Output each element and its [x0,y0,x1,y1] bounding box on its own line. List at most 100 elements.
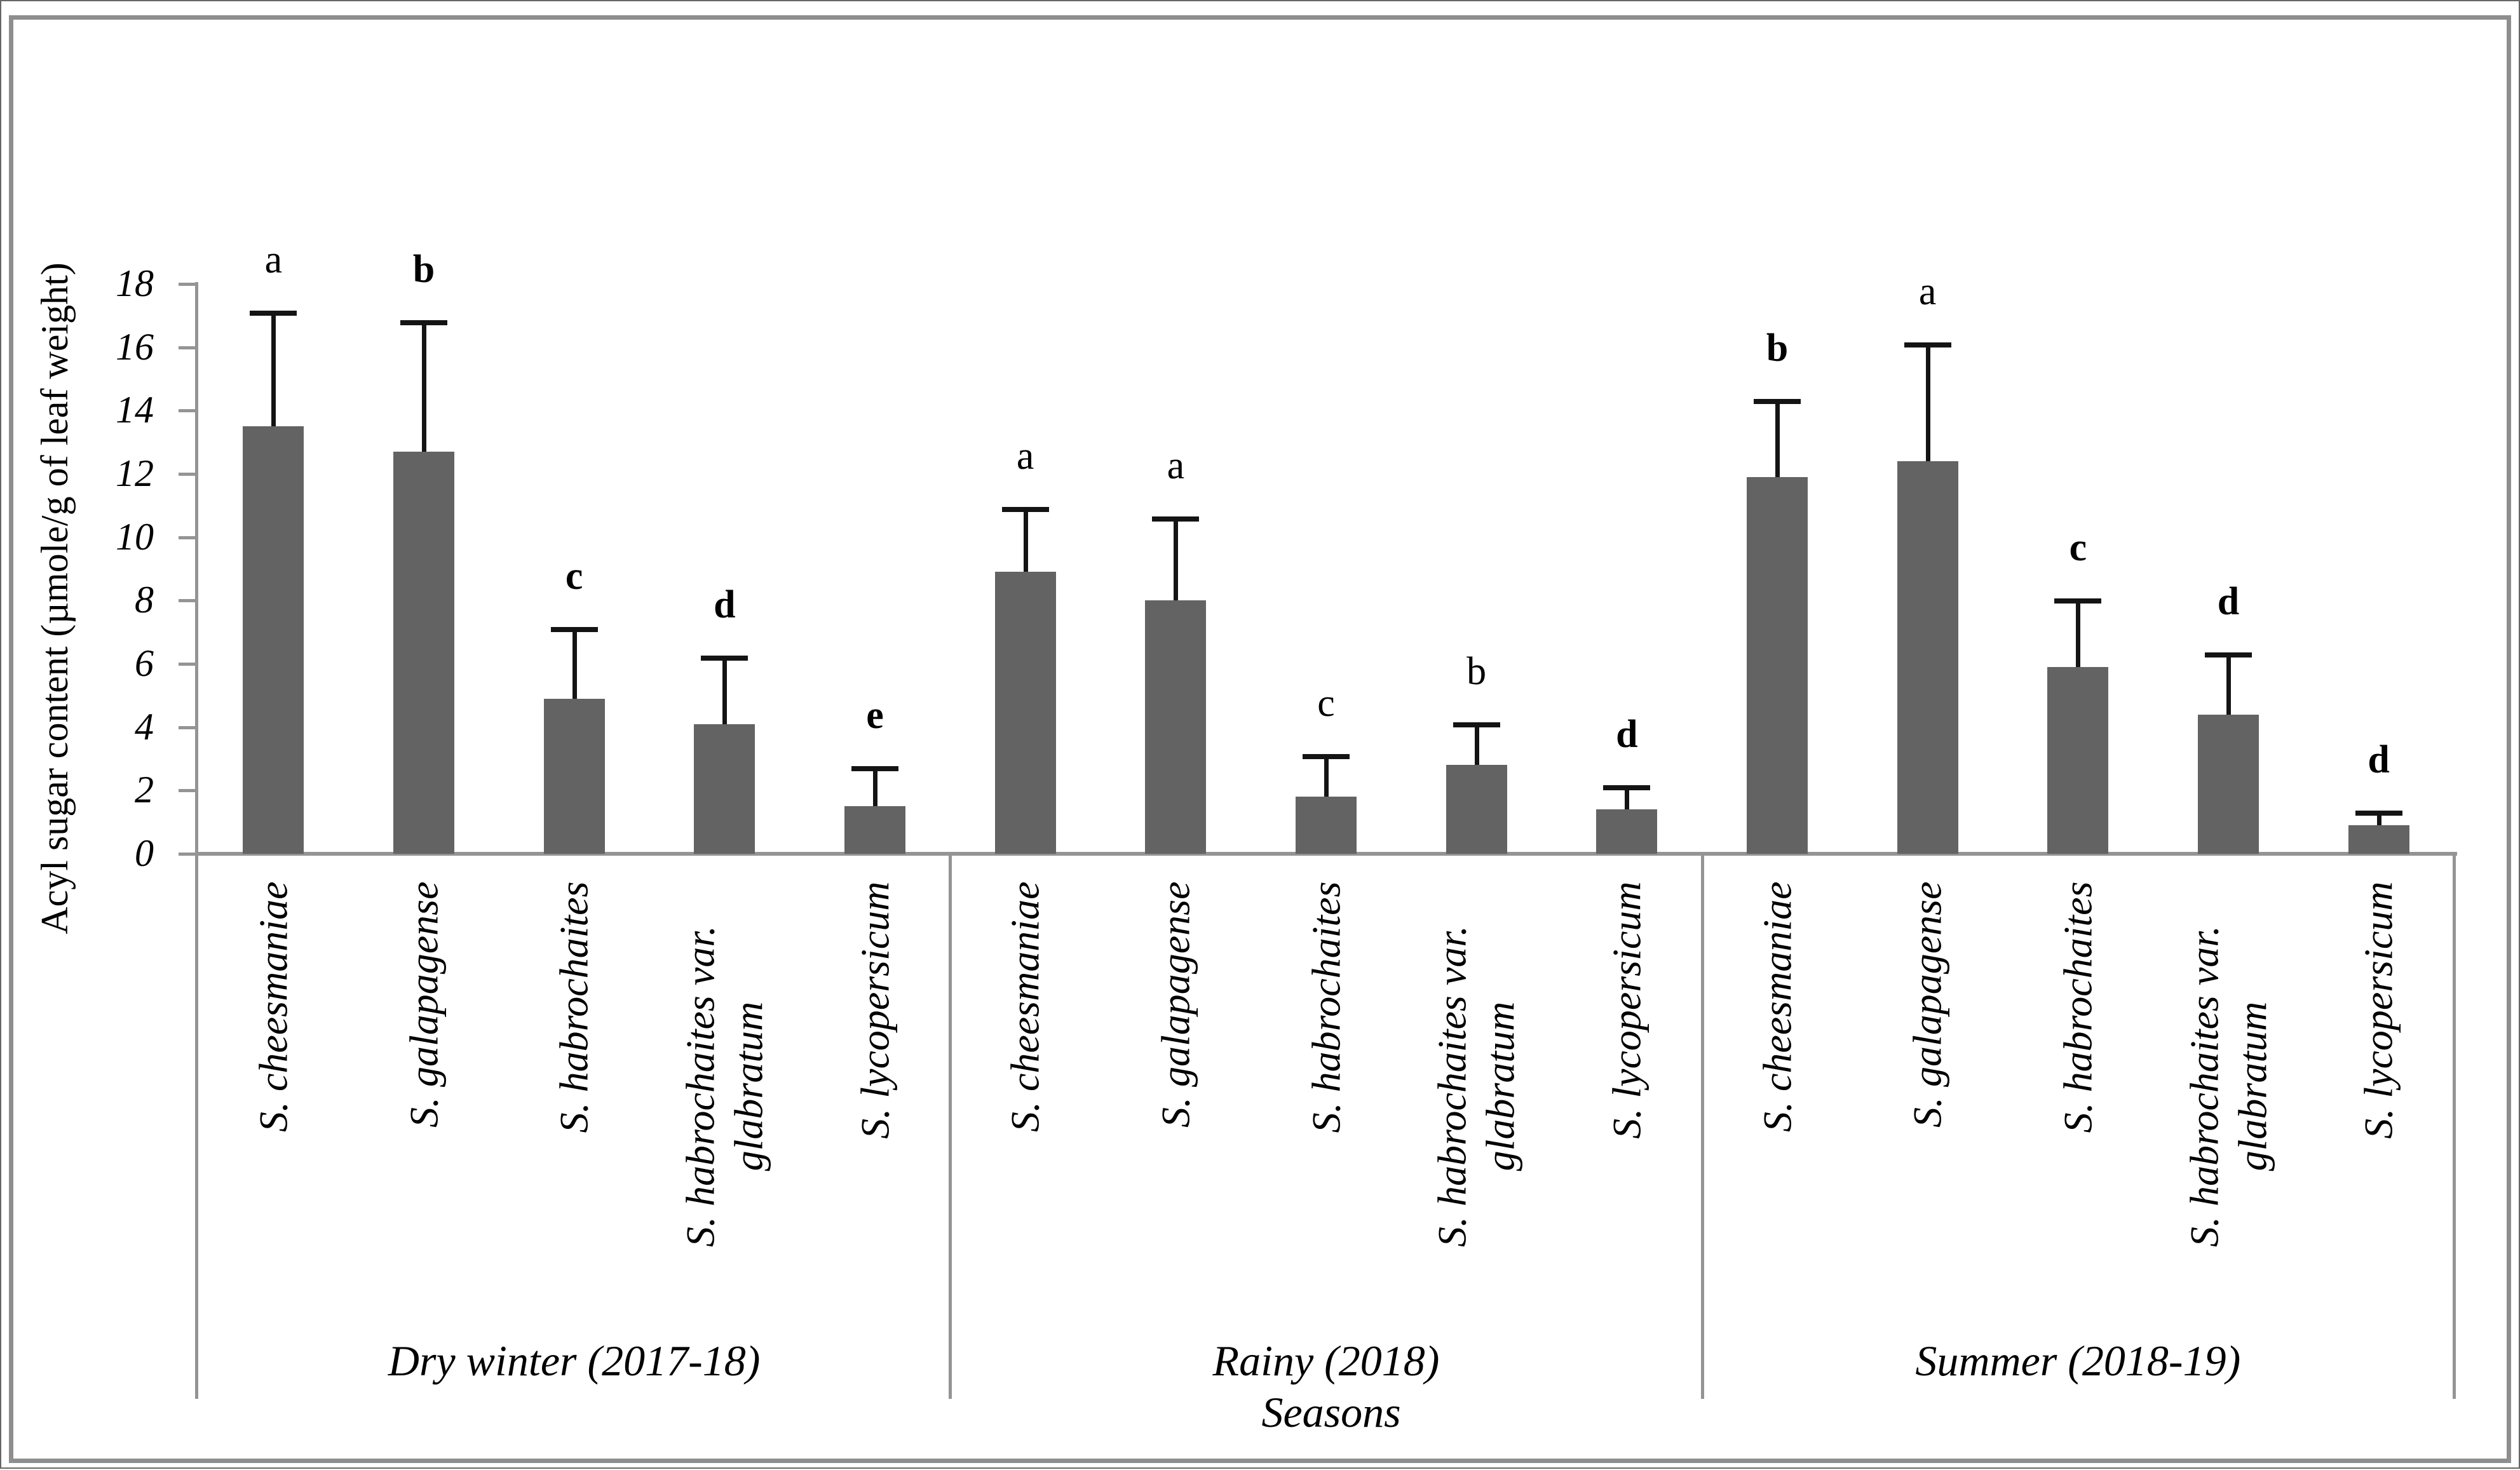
significance-letter: b [1766,327,1789,370]
bar-s-habrochaites [1296,797,1357,854]
significance-letter: d [714,583,736,627]
y-axis-tick [179,599,195,603]
species-label-line: glabratum [1477,1001,1523,1171]
y-axis-tick [179,663,195,666]
significance-letter: c [1317,681,1335,725]
y-axis-tick [179,725,195,729]
error-bar-cap [1453,722,1500,727]
bar-s-lycopersicum [844,806,905,854]
y-axis-tick-label: 12 [116,452,154,494]
category-separator-line [949,854,952,1399]
error-bar-cap [1303,753,1350,759]
category-label-species: S. lycopersicum [2319,881,2439,1291]
error-bar-cap [1603,785,1651,791]
species-label-line: S. lycopersicum [2355,881,2401,1139]
x-axis-title: Seasons [1261,1388,1401,1436]
y-axis-tick [179,473,195,476]
category-label-species: S. habrochaites [1266,881,1386,1291]
category-label-species: S. galapagense [363,881,484,1291]
y-axis-tick-label: 6 [135,642,154,684]
error-bar-stem [1775,401,1780,477]
species-label-line: S. cheesmaniae [1754,881,1799,1132]
y-axis-tick [179,853,195,856]
species-label-line: S. galapagense [1153,881,1198,1128]
category-label-species: S. lycopersicum [815,881,935,1291]
error-bar-stem [572,629,577,699]
significance-letter: a [264,238,283,281]
species-label-line: S. habrochaites var. [2181,925,2226,1247]
significance-letter: a [1167,443,1185,487]
y-axis-tick [179,346,195,349]
species-label-line: S. habrochaites [2055,881,2101,1133]
error-bar-stem [1474,724,1479,765]
error-bar-stem [873,768,877,807]
species-label-line: S. habrochaites var. [677,925,723,1247]
significance-letter: c [2069,526,2087,570]
species-label-line: S. lycopersicum [852,881,897,1139]
error-bar-cap [250,310,297,316]
significance-letter: b [412,247,435,291]
category-label-season: Dry winter (2017-18) [388,1337,761,1385]
error-bar-cap [2054,598,2102,604]
error-bar-stem [2076,600,2081,667]
error-bar-stem [1625,787,1630,810]
category-label-species: S. cheesmaniae [213,881,334,1291]
error-bar-stem [1925,344,1930,462]
bar-s-habrochaites-var-glabratum [694,724,755,854]
significance-letter: c [565,555,583,598]
category-label-species: S. habrochaites var. glabratum [2168,881,2289,1291]
bar-s-cheesmaniae [994,572,1056,854]
y-axis-tick-label: 10 [116,515,154,558]
y-axis-tick [179,789,195,793]
y-axis-tick-label: 18 [116,262,154,304]
category-label-species: S. galapagense [1867,881,1988,1291]
error-bar-stem [1324,755,1329,797]
error-bar-stem [271,312,276,427]
error-bar-stem [422,321,426,452]
category-label-species: S. habrochaites var. glabratum [664,881,785,1291]
error-bar-cap [1904,342,1951,347]
significance-letter: e [866,694,884,738]
y-axis-tick-label: 8 [135,579,154,621]
bar-s-lycopersicum [2348,825,2409,854]
y-axis-tick-label: 4 [135,705,154,748]
error-bar-cap [1754,399,1801,405]
error-bar-stem [1174,518,1179,601]
category-label-species: S. lycopersicum [1566,881,1687,1291]
y-axis-tick [179,409,195,413]
error-bar-cap [1001,506,1049,512]
error-bar-cap [2205,652,2252,658]
significance-letter: d [2368,738,2390,782]
error-bar-stem [722,657,728,724]
category-label-species: S. cheesmaniae [1717,881,1838,1291]
error-bar-cap [2355,811,2402,816]
species-label-line: S. habrochaites var. [1429,925,1475,1247]
error-bar-stem [1023,508,1028,572]
x-axis-line [195,852,2457,856]
y-axis-tick-label: 14 [116,389,154,431]
bar-s-habrochaites [543,698,605,854]
y-axis-line [195,282,198,1399]
y-axis-tick [179,283,195,286]
error-bar-cap [1152,516,1200,522]
species-label-line: glabratum [726,1001,771,1171]
species-label-line: S. galapagense [401,881,446,1128]
significance-letter: a [1918,269,1937,313]
species-label-line: S. cheesmaniae [250,881,296,1132]
significance-letter: a [1016,434,1034,478]
error-bar-cap [701,656,749,661]
category-label-season: Rainy (2018) [1212,1337,1440,1385]
species-label-line: S. galapagense [1904,881,1950,1128]
category-label-species: S. galapagense [1115,881,1236,1291]
y-axis-tick-label: 2 [135,769,154,811]
significance-letter: d [1616,713,1638,757]
bar-s-cheesmaniae [1747,476,1808,854]
category-separator-line [1700,854,1704,1399]
category-label-season: Summer (2018-19) [1915,1337,2241,1385]
bar-s-galapagense [1145,600,1207,854]
species-label-line: S. cheesmaniae [1002,881,1048,1132]
significance-letter: d [2217,580,2240,624]
bar-s-galapagense [393,452,454,854]
y-axis-tick [179,536,195,539]
